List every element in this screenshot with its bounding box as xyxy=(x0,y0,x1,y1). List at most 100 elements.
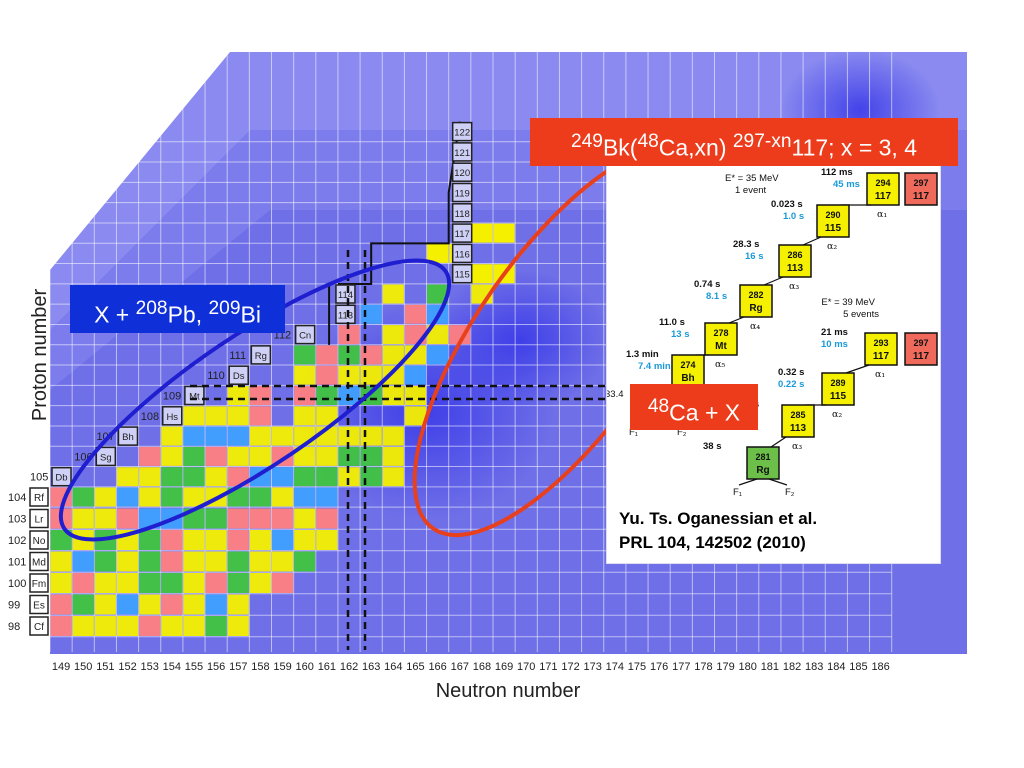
element-label-119: 119 xyxy=(451,182,473,203)
nuclide-cell xyxy=(161,594,183,615)
x-tick-152: 152 xyxy=(118,661,136,673)
nuclide-cell xyxy=(205,508,227,529)
nuclide-cell xyxy=(338,345,360,365)
x-tick-155: 155 xyxy=(185,661,203,673)
nuclide-cell xyxy=(72,573,94,593)
x-tick-180: 180 xyxy=(739,661,757,673)
element-label-111: 111 Rg xyxy=(229,345,272,365)
nuclide-cell xyxy=(227,594,249,615)
x-tick-154: 154 xyxy=(163,661,181,673)
nuclide-cell xyxy=(161,487,183,507)
nuclide-cell xyxy=(227,386,249,405)
nuclide-cell xyxy=(382,365,404,385)
element-label-105: 105 Db xyxy=(30,466,72,487)
chain2-halflife: 38 s xyxy=(703,441,722,452)
nuclide-cell xyxy=(382,284,404,304)
nuclide-cell xyxy=(227,616,249,636)
nuclide-cell xyxy=(205,616,227,636)
nuclide-cell xyxy=(139,573,161,593)
nuclide-cell xyxy=(161,573,183,593)
svg-text:Lr: Lr xyxy=(35,515,45,526)
nuclide-cell xyxy=(316,406,338,426)
x-tick-167: 167 xyxy=(451,661,469,673)
nuclide-cell xyxy=(183,551,205,572)
nuclide-cell xyxy=(205,426,227,446)
svg-text:282: 282 xyxy=(748,290,763,300)
x-tick-168: 168 xyxy=(473,661,491,673)
nuclide-cell xyxy=(139,508,161,529)
svg-text:117: 117 xyxy=(875,191,892,202)
nuclide-cell xyxy=(227,426,249,446)
svg-text:100: 100 xyxy=(8,578,26,590)
nuclide-cell xyxy=(427,325,449,345)
svg-text:Bh: Bh xyxy=(681,373,694,384)
chain1-events: 1 event xyxy=(735,185,767,196)
nuclide-cell xyxy=(316,345,338,365)
nuclide-cell xyxy=(139,551,161,572)
nuclide-cell xyxy=(404,304,427,324)
nuclide-cell xyxy=(360,304,382,324)
x-tick-178: 178 xyxy=(694,661,712,673)
nuclide-cell xyxy=(249,446,271,466)
svg-text:Cn: Cn xyxy=(299,331,311,342)
nuclide-cell xyxy=(427,345,449,365)
citation: Yu. Ts. Oganessian et al. PRL 104, 14250… xyxy=(619,507,817,555)
svg-text:281: 281 xyxy=(755,452,770,462)
svg-text:290: 290 xyxy=(825,210,840,220)
nuclide-cell xyxy=(249,530,271,550)
nuclide-cell xyxy=(183,426,205,446)
chain1-fission-energy: 33.4 xyxy=(607,389,624,400)
nuclide-cell xyxy=(205,594,227,615)
nuclide-cell xyxy=(338,467,360,487)
y-axis-label: Proton number xyxy=(29,289,51,422)
svg-text:113: 113 xyxy=(790,423,807,434)
svg-text:115: 115 xyxy=(830,391,847,402)
element-label-115: 115 xyxy=(451,263,473,284)
chain2-alpha: α₁ xyxy=(875,369,885,380)
x-tick-183: 183 xyxy=(805,661,823,673)
nuclide-cell xyxy=(139,616,161,636)
element-label-99: 99 Es xyxy=(8,594,49,615)
x-tick-182: 182 xyxy=(783,661,801,673)
svg-text:Bh: Bh xyxy=(122,432,134,443)
svg-text:278: 278 xyxy=(713,328,728,338)
svg-text:101: 101 xyxy=(8,557,26,569)
x-tick-185: 185 xyxy=(849,661,867,673)
nuclide-cell xyxy=(94,616,116,636)
x-tick-164: 164 xyxy=(384,661,402,673)
nuclide-cell xyxy=(471,264,493,284)
nuclide-cell xyxy=(249,551,271,572)
x-tick-179: 179 xyxy=(716,661,734,673)
nuclide-cell xyxy=(205,467,227,487)
svg-text:113: 113 xyxy=(338,310,353,321)
element-label-101: 101 Md xyxy=(8,551,49,572)
nuclide-cell xyxy=(249,508,271,529)
chain2-halflife: 21 ms xyxy=(821,327,848,338)
element-label-122: 122 xyxy=(451,121,473,142)
element-label-100: 100 Fm xyxy=(8,573,49,593)
nuclide-cell xyxy=(382,446,404,466)
nuclide-cell xyxy=(94,508,116,529)
chain1-energy: E* = 35 MeV xyxy=(725,173,779,184)
magic-number-stairs xyxy=(328,121,461,345)
element-label-108: 108 Hs xyxy=(141,406,183,426)
nuclide-cell xyxy=(183,406,205,426)
chain1-halflife: 11.0 s xyxy=(659,317,685,328)
nuclide-cell xyxy=(427,284,449,304)
nuclide-cell xyxy=(316,487,338,507)
x-tick-158: 158 xyxy=(251,661,269,673)
element-label-120: 120 xyxy=(451,162,473,182)
nuclide-cell xyxy=(94,594,116,615)
x-tick-174: 174 xyxy=(606,661,624,673)
svg-text:109: 109 xyxy=(163,391,181,403)
svg-text:99: 99 xyxy=(8,600,20,612)
x-tick-161: 161 xyxy=(318,661,336,673)
chain1-nucleus-282: 282 Rg xyxy=(739,284,773,318)
chain2-alpha: α₂ xyxy=(832,409,842,420)
nuclide-cell xyxy=(294,345,316,365)
citation-line-2: PRL 104, 142502 (2010) xyxy=(619,533,806,552)
chain2-f2: F₂ xyxy=(785,487,795,498)
svg-text:Rg: Rg xyxy=(756,465,769,476)
x-tick-151: 151 xyxy=(96,661,114,673)
